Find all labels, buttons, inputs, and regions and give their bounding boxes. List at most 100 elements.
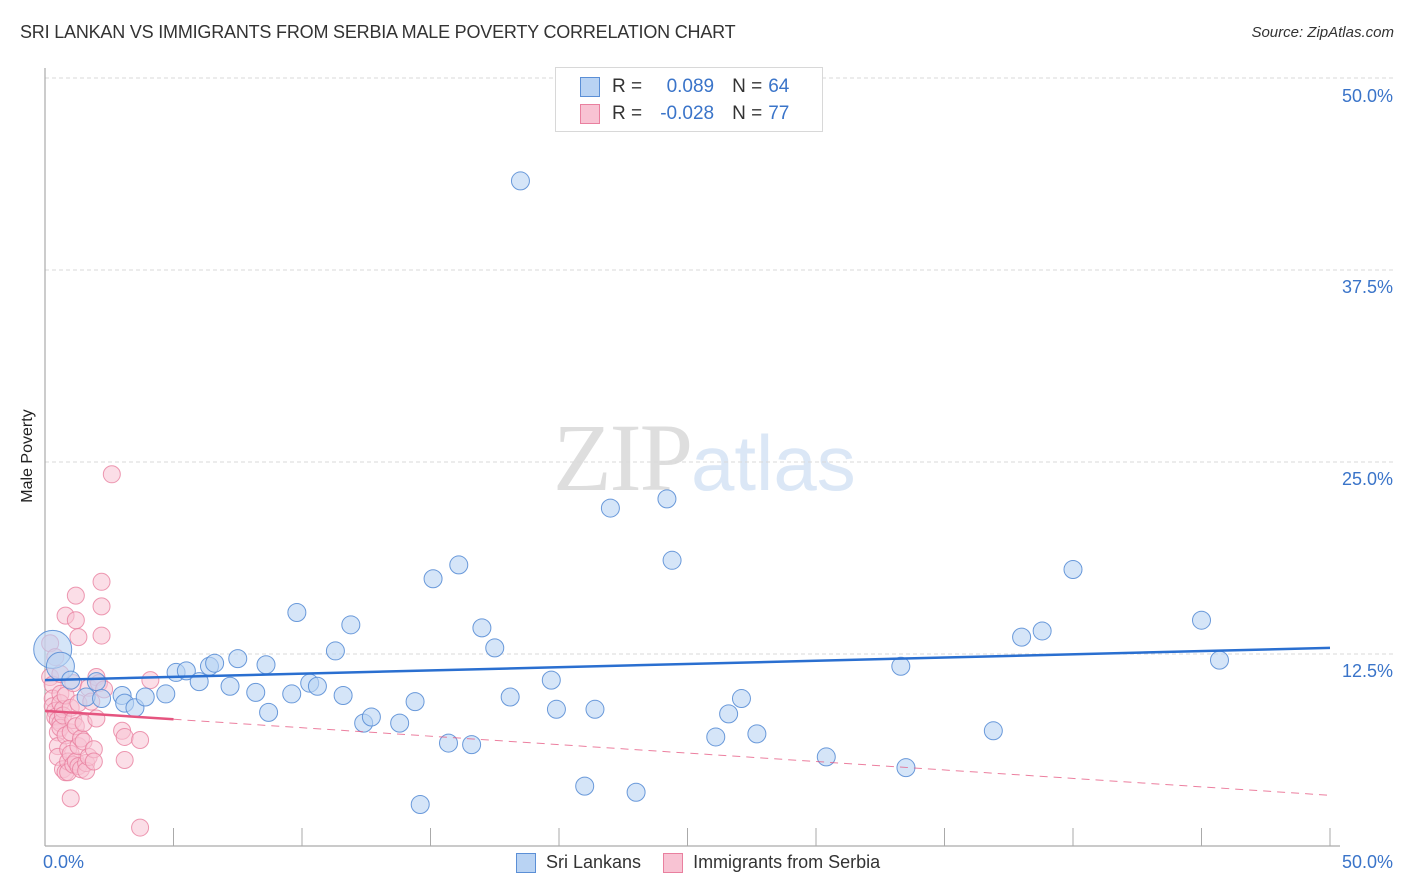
blue-swatch-icon xyxy=(516,852,536,873)
data-point[interactable] xyxy=(102,465,121,484)
legend-item-serbia[interactable]: Immigrants from Serbia xyxy=(663,852,880,873)
data-point[interactable] xyxy=(259,702,279,722)
serbia-trend-line-solid xyxy=(44,709,174,721)
y-tick-37-5: 37.5% xyxy=(1341,277,1393,297)
data-point[interactable] xyxy=(84,752,103,771)
data-point[interactable] xyxy=(135,687,155,707)
chart-title: SRI LANKAN VS IMMIGRANTS FROM SERBIA MAL… xyxy=(20,22,736,42)
legend-label: Sri Lankans xyxy=(546,852,642,872)
data-point[interactable] xyxy=(256,655,276,675)
axes xyxy=(44,68,1340,847)
data-point[interactable] xyxy=(92,597,111,616)
data-point[interactable] xyxy=(546,699,566,719)
pink-swatch-icon xyxy=(663,852,684,873)
watermark-atlas: atlas xyxy=(691,419,856,507)
blue-swatch-icon xyxy=(580,77,600,97)
data-point[interactable] xyxy=(92,626,111,645)
data-point[interactable] xyxy=(156,684,176,704)
data-point[interactable] xyxy=(220,676,240,696)
data-point[interactable] xyxy=(61,789,80,808)
data-point[interactable] xyxy=(131,818,150,837)
r-value: -0.028 xyxy=(660,103,715,124)
data-point[interactable] xyxy=(115,727,134,746)
data-point[interactable] xyxy=(287,603,307,623)
data-point[interactable] xyxy=(307,676,327,696)
data-point[interactable] xyxy=(585,699,605,719)
data-point[interactable] xyxy=(816,747,836,767)
data-point[interactable] xyxy=(510,171,530,191)
data-point[interactable] xyxy=(891,656,911,676)
legend-label: Immigrants from Serbia xyxy=(693,852,881,872)
data-point[interactable] xyxy=(410,795,430,815)
data-point[interactable] xyxy=(66,611,85,630)
data-point[interactable] xyxy=(1063,560,1083,580)
data-point[interactable] xyxy=(141,671,160,690)
data-point[interactable] xyxy=(541,670,561,690)
data-point[interactable] xyxy=(228,649,248,669)
data-point[interactable] xyxy=(662,550,682,570)
legend-row-sri-lankans: R = 0.089 N = 64 xyxy=(580,75,789,99)
legend-item-sri-lankans[interactable]: Sri Lankans xyxy=(516,852,641,873)
data-point[interactable] xyxy=(438,733,458,753)
sri-lankan-points xyxy=(33,171,1229,815)
data-point[interactable] xyxy=(115,750,134,769)
data-point[interactable] xyxy=(361,707,381,727)
data-point[interactable] xyxy=(405,692,425,712)
data-point[interactable] xyxy=(325,641,345,661)
n-label: N = xyxy=(732,76,763,97)
sri-lankan-trend-line xyxy=(44,646,1331,682)
x-tick-min: 0.0% xyxy=(43,852,85,872)
data-point[interactable] xyxy=(131,731,150,750)
data-point[interactable] xyxy=(92,572,111,591)
x-tick-max: 50.0% xyxy=(1341,852,1393,872)
data-point[interactable] xyxy=(86,672,106,692)
y-tick-12-5: 12.5% xyxy=(1341,661,1393,681)
correlation-legend: R = 0.089 N = 64 R = -0.028 N = 77 xyxy=(555,67,823,132)
data-point[interactable] xyxy=(333,685,353,705)
data-point[interactable] xyxy=(449,555,469,575)
n-value: 64 xyxy=(768,76,790,97)
data-point[interactable] xyxy=(500,687,520,707)
r-label: R = xyxy=(612,103,643,124)
data-point[interactable] xyxy=(1192,610,1211,630)
data-point[interactable] xyxy=(626,782,646,802)
data-point[interactable] xyxy=(485,638,505,658)
data-point[interactable] xyxy=(719,704,739,724)
y-tick-50: 50.0% xyxy=(1341,86,1393,106)
data-point[interactable] xyxy=(575,776,595,796)
data-point[interactable] xyxy=(731,689,751,709)
r-label: R = xyxy=(612,76,643,97)
trend-lines xyxy=(44,646,1331,796)
pink-swatch-icon xyxy=(580,104,600,124)
data-point[interactable] xyxy=(69,628,88,647)
data-point[interactable] xyxy=(706,727,726,747)
data-point[interactable] xyxy=(423,569,443,589)
data-point[interactable] xyxy=(472,618,492,638)
data-point[interactable] xyxy=(87,709,106,728)
serbia-trend-line-dashed xyxy=(173,718,1331,796)
data-point[interactable] xyxy=(600,498,620,518)
data-point[interactable] xyxy=(390,713,410,733)
data-point[interactable] xyxy=(747,724,767,744)
legend-row-serbia: R = -0.028 N = 77 xyxy=(580,102,789,126)
data-point[interactable] xyxy=(462,735,482,755)
r-value: 0.089 xyxy=(666,76,715,97)
y-tick-25: 25.0% xyxy=(1341,469,1393,489)
data-point[interactable] xyxy=(657,489,677,509)
data-point[interactable] xyxy=(983,721,1003,741)
series-legend: Sri Lankans Immigrants from Serbia xyxy=(516,852,902,873)
data-point[interactable] xyxy=(282,684,302,704)
data-point[interactable] xyxy=(341,615,361,635)
data-point[interactable] xyxy=(1032,621,1052,641)
data-point[interactable] xyxy=(66,586,85,605)
data-point[interactable] xyxy=(1209,650,1229,670)
data-point[interactable] xyxy=(92,689,112,709)
source-label: Source: ZipAtlas.com xyxy=(1251,24,1394,41)
data-point[interactable] xyxy=(246,682,266,702)
n-label: N = xyxy=(732,103,763,124)
gridlines xyxy=(45,77,1393,655)
data-point[interactable] xyxy=(205,653,225,673)
data-point[interactable] xyxy=(1012,627,1032,647)
n-value: 77 xyxy=(768,103,790,124)
